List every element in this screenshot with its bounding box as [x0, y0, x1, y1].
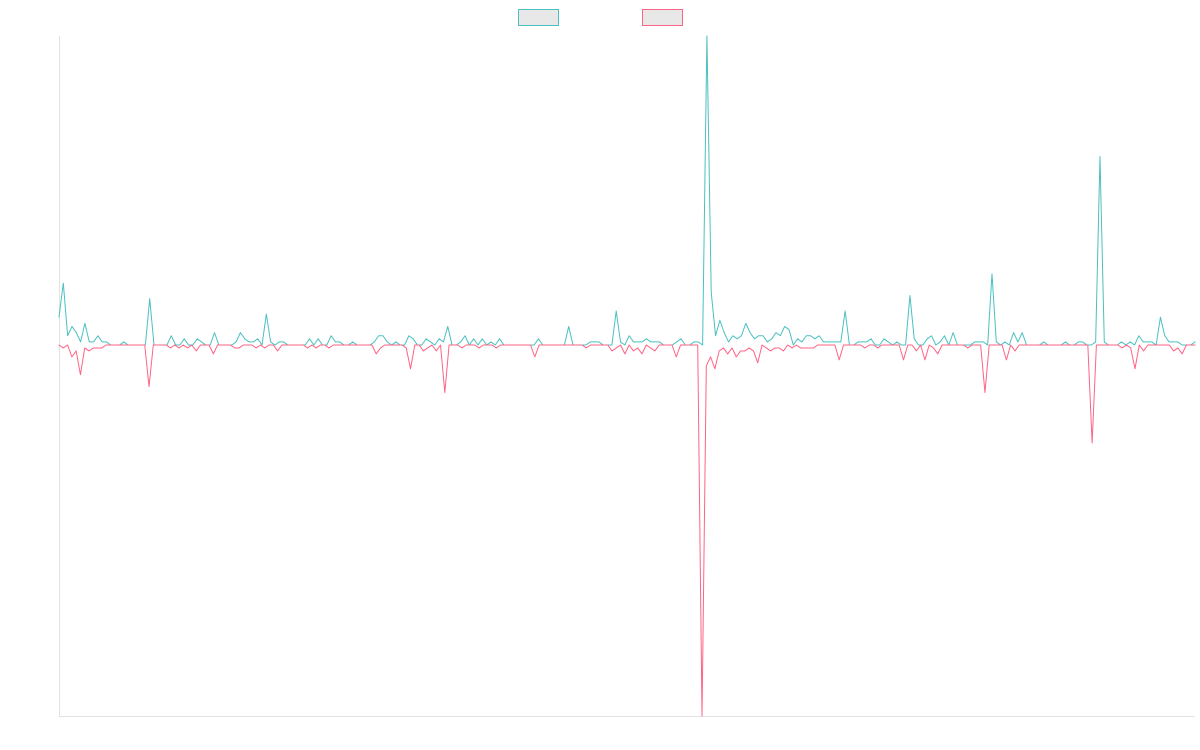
legend-swatch-1[interactable] [518, 9, 559, 26]
legend[interactable] [518, 9, 683, 26]
series-group [58, 35, 1196, 717]
legend-swatch-2[interactable] [642, 9, 683, 26]
legend-item-2[interactable] [642, 9, 683, 26]
series-line-1 [58, 35, 1196, 346]
series-line-2 [58, 344, 1196, 717]
legend-item-1[interactable] [518, 9, 559, 26]
